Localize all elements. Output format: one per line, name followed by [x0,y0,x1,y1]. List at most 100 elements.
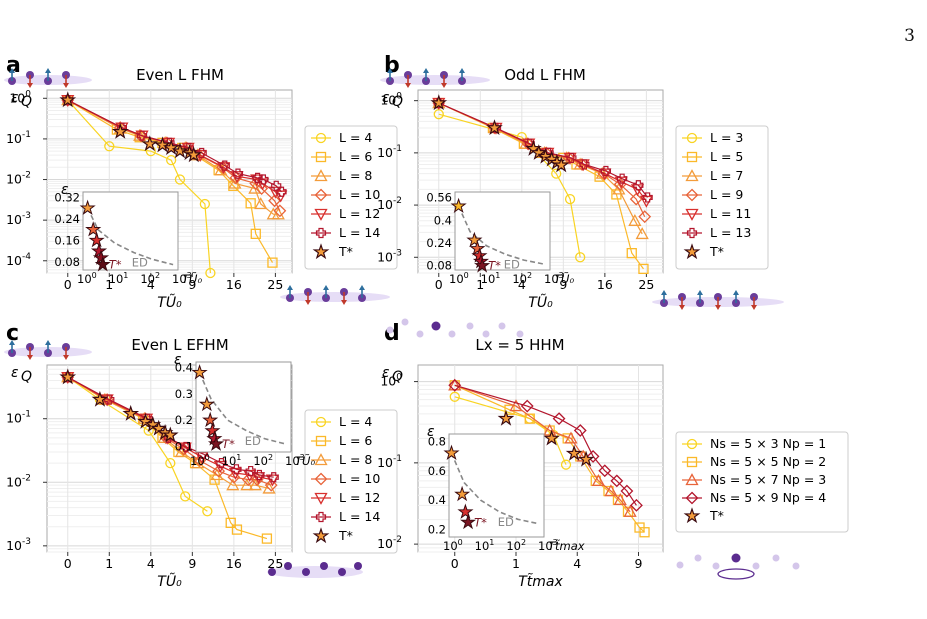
legend-entry-label: L = 6 [339,433,372,448]
y-axis-label-sub: Q [21,94,32,110]
x-tick-label: 25 [267,556,283,571]
marker-plus [216,458,227,469]
spin-arrow-head [697,290,703,295]
spin-arrow-head [715,305,721,310]
ed-label: ED [504,257,520,271]
marker-triangle-up [604,484,618,497]
tstar-label: T* [222,437,235,451]
marker-plus-shape [579,159,590,170]
spin-arrow-head [733,290,739,295]
marker-plus [232,168,244,179]
spin-icon [340,288,348,305]
inset-x-tick-label: 100 [449,271,469,286]
marker-triangle-up [448,378,462,391]
marker-star [543,429,561,446]
inset-star-point [198,395,215,412]
marker-plus-shape [258,174,269,185]
panel-label: c [6,321,19,346]
marker-plus-shape [686,227,698,239]
marker-star [171,142,189,159]
series-T- [59,91,203,163]
inset-box [454,191,551,271]
atom-icon [268,568,276,576]
y-tick-label: 10-1 [377,454,402,470]
spin-icon [286,285,294,302]
y-axis-label: ε [11,365,19,381]
marker-plus-shape [600,165,611,177]
series-line [454,384,631,513]
marker-triangle-up [191,456,205,469]
panel-title: Even L FHM [136,66,224,84]
spin-arrow-head [387,68,393,73]
atom-icon [401,318,409,326]
marker-star [565,444,583,461]
legend-entry-label: L = 5 [710,149,743,164]
marker-triangle-up [226,478,240,491]
spin-icon [62,71,70,88]
x-axis-label: TŨ₀ [157,294,182,311]
legend-entry-label: L = 12 [339,206,380,221]
spin-arrow-head [679,305,685,310]
x-tick-label: 0 [64,556,72,571]
legend-entry-label: L = 8 [339,452,372,467]
x-tick-label: 9 [188,277,196,292]
legend-entry-label: L = 14 [339,225,380,240]
inset-star-point [202,411,219,428]
y-tick-label: 10-1 [6,130,31,146]
marker-plus [254,469,265,481]
marker-star [683,243,701,260]
x-tick-label: 9 [188,556,196,571]
marker-plus-shape [268,472,279,483]
spin-icon [696,290,704,307]
marker-star [312,527,330,544]
marker-circle [315,416,327,428]
spin-arrow-head [459,68,465,73]
atom-icon [386,326,394,334]
x-tick-label: 0 [451,556,459,571]
marker-plus-shape [232,168,244,179]
marker-plus-shape [315,511,327,523]
series-Ns-5-9-Np-4 [448,378,643,512]
spin-arrow-head [9,340,15,345]
marker-circle [686,132,698,144]
marker-plus [686,227,698,239]
marker-diamond [598,464,612,478]
atom-icon [712,562,720,570]
marker-circle [575,252,586,263]
marker-plus [196,147,207,159]
marker-triangle-up [314,169,328,182]
marker-circle [165,457,176,469]
marker-star [137,412,154,429]
inset-y-tick-label: 0.16 [54,233,80,247]
atom-icon [498,322,506,330]
y-tick-label: 10-1 [377,144,402,160]
panel-label: d [384,321,400,346]
marker-triangle-up [254,197,268,210]
inset-star-point [90,242,108,259]
marker-plus-shape [633,180,644,191]
series-line [67,99,211,274]
spin-arrow-head [423,68,429,73]
marker-square [638,263,649,275]
marker-diamond [685,188,699,202]
inset-y-tick-label: 0.1 [175,440,193,454]
marker-plus [315,511,327,523]
inset-star-point [204,422,221,438]
marker-circle [104,141,115,152]
spin-icon [304,288,312,305]
inset-x-tick-label: 101 [109,271,129,286]
atom-icon [416,330,424,338]
spin-icon [8,68,16,85]
ed-curve [198,372,287,445]
marker-square [225,517,236,528]
marker-diamond [273,204,287,218]
marker-circle [449,391,460,402]
spin-icon [732,290,740,307]
marker-triangle-up [635,227,649,240]
marker-star [683,507,701,524]
spin-arrow-head [63,355,69,360]
marker-square [639,527,650,538]
